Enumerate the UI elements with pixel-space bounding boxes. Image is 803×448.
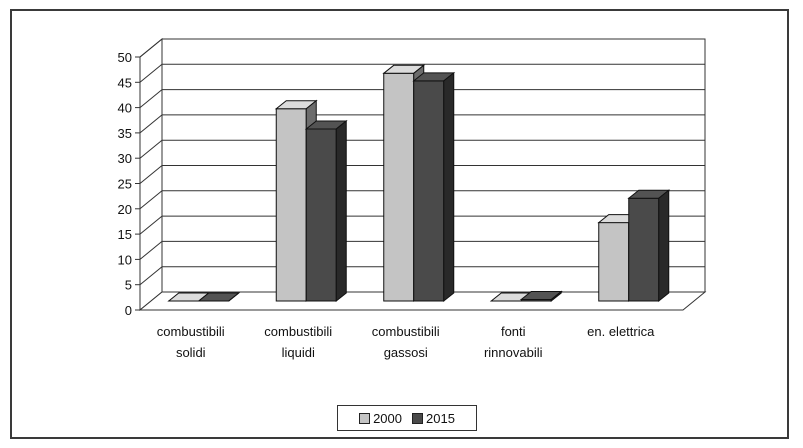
bar-2015-side (335, 119, 347, 303)
gridline-side (139, 266, 163, 286)
legend-item-2015: 2015 (412, 411, 455, 426)
gridline-side (139, 63, 163, 83)
gridline-side (139, 165, 163, 184)
bar-2015-side (658, 189, 670, 303)
legend-item-2000: 2000 (359, 411, 402, 426)
bar-2015-side (228, 292, 240, 302)
y-tick-label: 25 (118, 177, 132, 192)
chart-legend: 2000 2015 (337, 405, 477, 431)
legend-label-2015: 2015 (426, 410, 455, 426)
y-tick-label: 40 (118, 101, 132, 116)
y-tick-label: 5 (125, 278, 132, 293)
gridline-side (139, 139, 163, 159)
bar-2015-side (443, 71, 455, 303)
y-tick-label: 20 (118, 202, 132, 217)
y-tick-label: 45 (118, 75, 132, 90)
gridline-side (139, 241, 163, 260)
legend-swatch-2015 (412, 412, 423, 424)
legend-label-2000: 2000 (373, 410, 402, 426)
bar-2000 (598, 222, 630, 302)
bar-2015-side (550, 290, 562, 303)
gridline-side (139, 114, 163, 134)
gridline-side (139, 215, 163, 235)
y-tick-label: 50 (118, 50, 132, 65)
legend-swatch-2000 (359, 412, 371, 424)
y-tick-label: 10 (118, 252, 132, 267)
gridline-side (139, 190, 163, 210)
x-tick-label: combustibili liquidi (264, 324, 332, 360)
bar-2000 (383, 72, 415, 302)
y-tick-label: 35 (118, 126, 132, 141)
y-tick-label: 30 (118, 151, 132, 166)
gridline-side (139, 89, 163, 108)
bar-2000 (275, 108, 307, 302)
bar-2015 (628, 197, 660, 302)
bar-2015 (305, 128, 337, 302)
x-tick-label: combustibili gassosi (372, 324, 440, 360)
x-tick-label: fonti rinnovabili (484, 324, 543, 360)
gridline-side (139, 38, 163, 58)
y-tick-label: 15 (118, 227, 132, 242)
y-tick-label: 0 (125, 303, 132, 318)
x-tick-label: en. elettrica (587, 324, 655, 339)
bar-2015 (413, 80, 445, 302)
x-tick-label: combustibili solidi (157, 324, 225, 360)
